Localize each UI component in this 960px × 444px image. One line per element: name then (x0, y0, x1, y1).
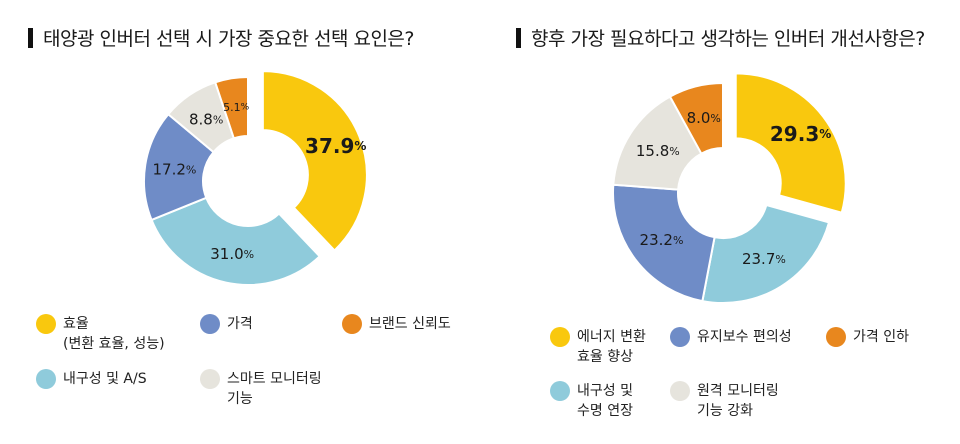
title-bar-marker (516, 27, 521, 48)
donut-slice-3 (612, 95, 703, 191)
slice-value-label: 23.7% (742, 250, 786, 268)
title-bar-marker (28, 27, 33, 48)
legend-sublabel: (변환 효율, 성능) (63, 336, 165, 352)
legend-label: 가격 인하 (853, 329, 909, 345)
legend-label: 원격 모니터링 (697, 383, 779, 399)
donut-slice-1 (701, 203, 831, 304)
chart-title-text: 태양광 인버터 선택 시 가장 중요한 선택 요인은? (43, 28, 414, 50)
legend-label: 내구성 및 A/S (63, 371, 147, 387)
slice-value-label: 8.8% (189, 110, 223, 128)
slice-unit: % (710, 111, 720, 124)
legend-swatch (36, 369, 56, 389)
legend-swatch (550, 327, 570, 347)
legend-item-smart-monitoring: 스마트 모니터링 기능 (200, 369, 322, 409)
legend-item-durability-as: 내구성 및 A/S (36, 369, 147, 389)
legend-label: 브랜드 신뢰도 (369, 316, 451, 332)
slice-unit: % (213, 113, 223, 126)
donut-slice-1 (150, 196, 322, 286)
donut-slice-4 (668, 81, 724, 155)
chart-title: 향후 가장 필요하다고 생각하는 인버터 개선사항은? (516, 24, 925, 51)
slice-value-label: 23.2% (640, 231, 684, 249)
slice-value-label: 5.1% (223, 101, 250, 114)
slice-value-label: 17.2% (152, 160, 196, 178)
legend-swatch (200, 314, 220, 334)
donut-chart-improvements: 29.3%23.7%23.2%15.8%8.0% (612, 72, 847, 304)
legend-swatch (670, 381, 690, 401)
legend-item-efficiency: 효율 (변환 효율, 성능) (36, 314, 165, 354)
slice-unit: % (241, 102, 250, 112)
slice-unit: % (354, 139, 366, 153)
slice-value-label: 15.8% (636, 142, 680, 160)
slice-value-label: 8.0% (687, 109, 721, 127)
slice-unit: % (669, 145, 679, 158)
legend-item-energy-efficiency: 에너지 변환 효율 향상 (550, 327, 646, 367)
slice-unit: % (186, 163, 196, 176)
legend-swatch (36, 314, 56, 334)
donut-slice-0 (261, 70, 368, 252)
chart-title-text: 향후 가장 필요하다고 생각하는 인버터 개선사항은? (531, 28, 925, 50)
legend-swatch (342, 314, 362, 334)
chart-panel-improvements: 향후 가장 필요하다고 생각하는 인버터 개선사항은? 29.3% 23.7% 23… (480, 0, 960, 444)
legend-label: 효율 (63, 316, 89, 332)
legend-label: 에너지 변환 (577, 329, 646, 345)
donut-chart-selection-factors: 37.9%31.0%17.2%8.8%5.1% (143, 70, 368, 286)
legend-label: 유지보수 편의성 (697, 329, 792, 345)
chart-title: 태양광 인버터 선택 시 가장 중요한 선택 요인은? (28, 24, 414, 51)
donut-slice-4 (213, 75, 249, 140)
legend-sublabel: 수명 연장 (577, 403, 633, 419)
legend-sublabel: 기능 강화 (697, 403, 753, 419)
slice-unit: % (244, 247, 254, 260)
slice-unit: % (819, 127, 831, 141)
legend-label: 스마트 모니터링 (227, 371, 322, 387)
legend-swatch (550, 381, 570, 401)
chart-panel-selection-factors: 태양광 인버터 선택 시 가장 중요한 선택 요인은? 37.9% 31.0% 17… (28, 24, 451, 409)
legend-label: 가격 (227, 316, 253, 332)
donut-slice-2 (143, 112, 215, 222)
slice-value-label: 31.0% (210, 245, 254, 263)
legend-item-remote-monitoring: 원격 모니터링 기능 강화 (670, 381, 779, 421)
donut-slice-0 (734, 72, 847, 214)
legend-item-durability-lifespan: 내구성 및 수명 연장 (550, 381, 633, 421)
legend-item-brand-trust: 브랜드 신뢰도 (342, 314, 451, 334)
slice-unit: % (673, 234, 683, 247)
legend-sublabel: 효율 향상 (577, 349, 633, 365)
legend-sublabel: 기능 (227, 391, 253, 407)
legend-label: 내구성 및 (577, 383, 633, 399)
legend-item-price-reduction: 가격 인하 (826, 327, 909, 347)
legend-swatch (670, 327, 690, 347)
donut-slice-2 (612, 183, 716, 303)
legend-swatch (200, 369, 220, 389)
legend-swatch (826, 327, 846, 347)
slice-unit: % (775, 252, 785, 265)
legend-item-price: 가격 (200, 314, 253, 334)
legend-item-maintenance: 유지보수 편의성 (670, 327, 792, 347)
